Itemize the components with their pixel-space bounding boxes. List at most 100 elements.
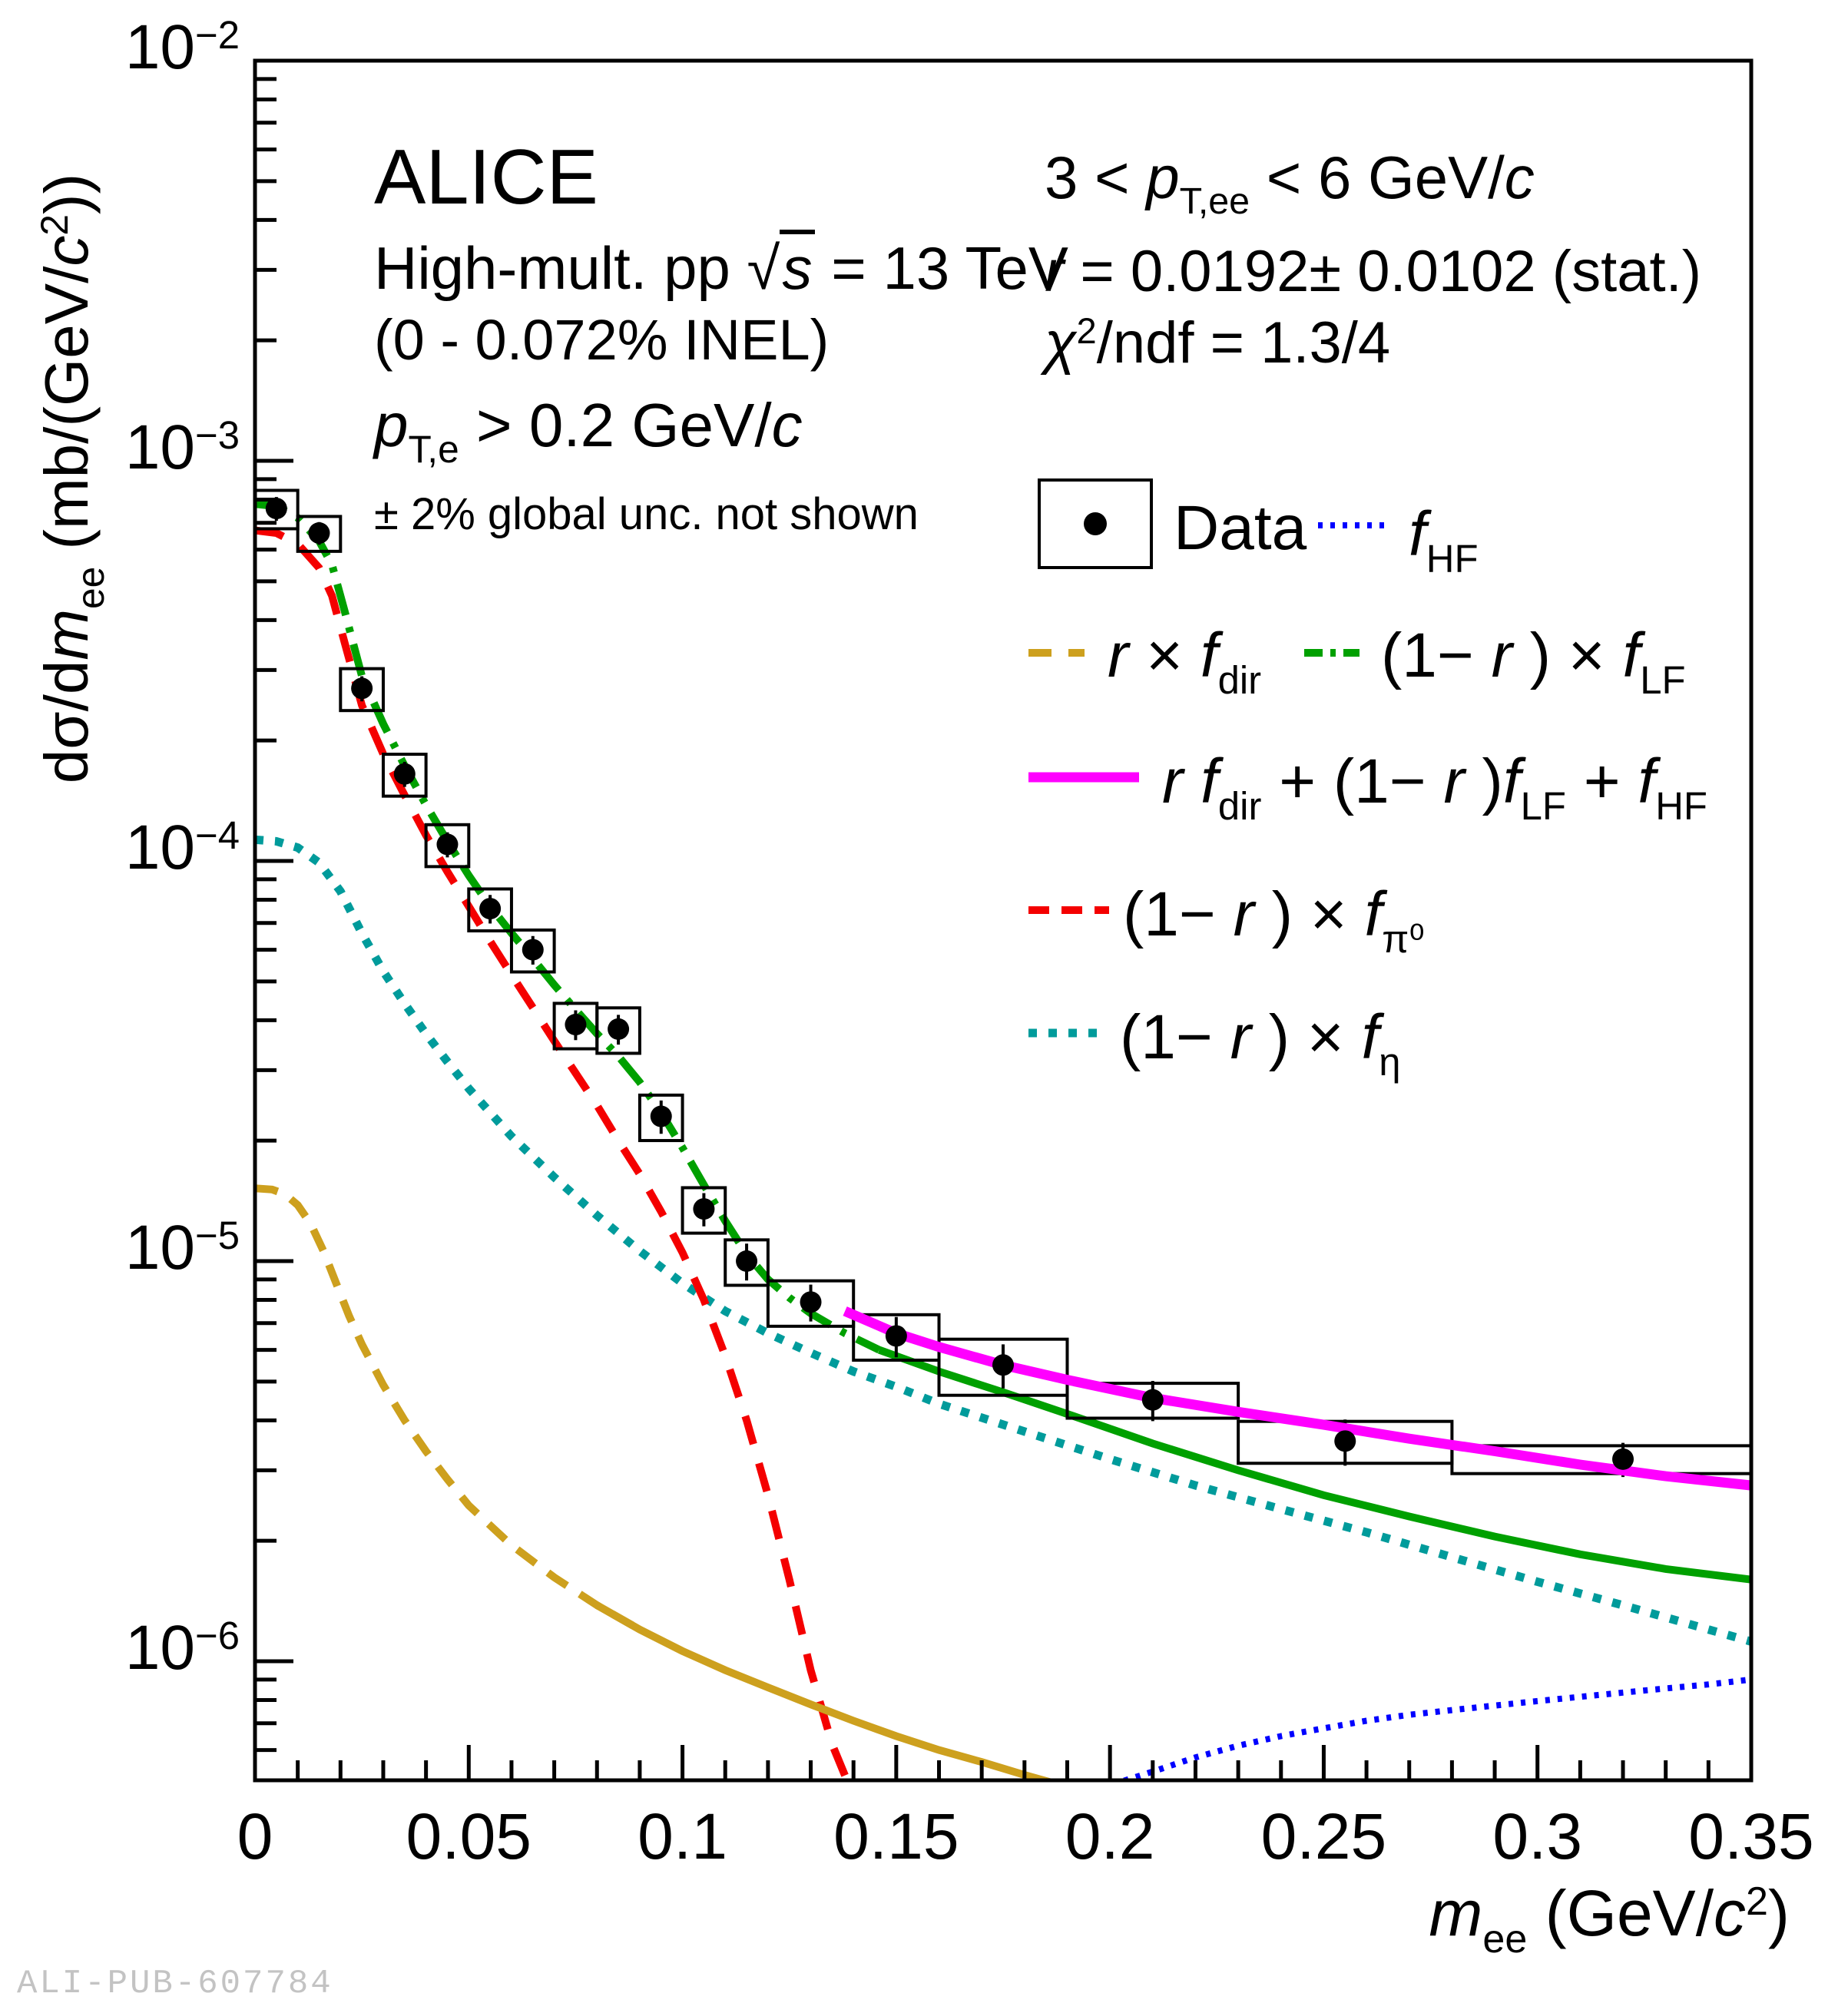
- text-segment: T,ee: [1179, 180, 1250, 222]
- data-point: [736, 1250, 758, 1272]
- y-tick-label: 10−5: [9, 1212, 240, 1284]
- text-segment: r: [1108, 621, 1129, 691]
- plot-frame: [253, 58, 1754, 1783]
- syst-uncertainty-box: [724, 1238, 770, 1287]
- syst-uncertainty-box: [381, 753, 428, 798]
- text-segment: (1−: [1120, 1002, 1230, 1073]
- text-segment: (1−: [1381, 621, 1492, 691]
- legend-1mr-feta-label: (1− r ) × fη: [1120, 1002, 1401, 1083]
- pt-pair-range: 3 < pT,ee < 6 GeV/c: [1045, 143, 1535, 222]
- text-segment: ): [1768, 1876, 1790, 1949]
- text-segment: ) ×: [1254, 879, 1365, 950]
- text-segment: m: [32, 609, 101, 661]
- text-segment: (0 - 0.072% INEL): [374, 308, 830, 372]
- text-segment: = 0.0192± 0.0102 (stat.): [1064, 238, 1702, 304]
- text-segment: = 13 TeV: [814, 233, 1068, 302]
- text-segment: f: [1361, 1002, 1379, 1073]
- data-point: [885, 1325, 907, 1347]
- event-class: (0 - 0.072% INEL): [374, 307, 829, 372]
- text-segment: LF: [1520, 783, 1566, 828]
- text-segment: c: [771, 391, 803, 460]
- text-segment: c: [32, 235, 101, 267]
- data-point: [992, 1354, 1014, 1376]
- text-segment: /ndf = 1.3/4: [1096, 310, 1391, 376]
- data-point: [693, 1198, 715, 1220]
- legend-data-label: Data: [1174, 492, 1307, 565]
- text-segment: High-mult. pp: [374, 233, 747, 302]
- text-segment: (1−: [1123, 879, 1234, 950]
- text-segment: r: [1233, 879, 1254, 950]
- text-segment: r: [1162, 747, 1184, 817]
- pt-electron-cut: pT,e > 0.2 GeV/c: [374, 390, 803, 472]
- global-uncertainty-note: ± 2% global unc. not shown: [374, 488, 919, 540]
- data-marker-layer: [265, 498, 1634, 1470]
- text-segment: ): [1464, 747, 1503, 817]
- fit-sum-layer: [843, 1306, 1751, 1491]
- y-tick-exponent: −5: [195, 1213, 240, 1257]
- text-segment: T,e: [408, 428, 459, 472]
- text-segment: ) ×: [1512, 621, 1623, 691]
- text-segment: ± 2% global unc. not shown: [374, 489, 919, 540]
- text-segment: r: [1443, 747, 1465, 817]
- axes-layer: [253, 58, 1754, 1783]
- y-tick-exponent: −4: [195, 813, 240, 857]
- data-point: [522, 939, 544, 961]
- legend-sum-label: r fdir + (1− r )fLF + fHF: [1162, 746, 1707, 828]
- x-tick-label: 0.15: [833, 1799, 959, 1872]
- y-tick-label: 10−2: [9, 12, 240, 84]
- data-point: [479, 898, 502, 920]
- text-segment: d: [32, 749, 101, 784]
- series-f-hf: [1115, 1676, 1751, 1780]
- text-segment: f: [1638, 747, 1656, 817]
- syst-uncertainty-box: [467, 887, 513, 933]
- text-segment: f: [1200, 621, 1218, 691]
- text-segment: HF: [1655, 783, 1707, 828]
- series--1-r-x-f-lf: [877, 1346, 1751, 1584]
- x-tick-label: 0.05: [406, 1799, 532, 1872]
- y-tick-base: 10: [124, 1213, 196, 1283]
- x-tick-label: 0.2: [1065, 1799, 1155, 1872]
- data-point: [308, 522, 330, 545]
- text-segment: dir: [1217, 657, 1262, 702]
- x-tick-label: 0.3: [1492, 1799, 1583, 1872]
- text-segment: 2: [1076, 310, 1097, 352]
- syst-uncertainty-box: [638, 1093, 684, 1143]
- legend-1mr-fpi0-label: (1− r ) × fπ⁰: [1123, 879, 1425, 960]
- x-tick-label: 0.1: [638, 1799, 727, 1872]
- text-segment: m: [1429, 1876, 1483, 1949]
- text-segment: f: [1622, 621, 1641, 691]
- text-segment: + (1−: [1261, 747, 1444, 817]
- text-segment: f: [1409, 499, 1426, 570]
- text-segment: χ: [1045, 310, 1077, 376]
- syst-uncertainty-box: [424, 823, 471, 869]
- text-segment: ) ×: [1250, 1002, 1362, 1073]
- text-segment: c: [1504, 143, 1535, 211]
- series--1-r-x-f-lf: [255, 500, 881, 1354]
- series-r-x-f-dir: [255, 1184, 642, 1634]
- fit-result-r: r = 0.0192± 0.0102 (stat.): [1045, 238, 1701, 305]
- text-segment: ee: [68, 566, 112, 609]
- text-segment: 3 <: [1045, 143, 1147, 211]
- text-segment: ee: [1482, 1916, 1528, 1962]
- text-segment: LF: [1640, 657, 1686, 702]
- y-tick-base: 10: [124, 1613, 196, 1684]
- curves-layer: [255, 500, 1751, 1780]
- text-segment: > 0.2 GeV/: [459, 391, 772, 460]
- series--1-r-x-f-pi0: [255, 526, 852, 1780]
- text-segment: f: [1364, 879, 1383, 950]
- data-point: [351, 677, 373, 700]
- text-segment: ALICE: [374, 134, 598, 221]
- x-tick-label: 0.35: [1688, 1799, 1814, 1872]
- text-segment: p: [374, 391, 409, 460]
- legend-fhf-label: fHF: [1409, 498, 1479, 580]
- series-r-f-dir-1-r-f-lf-f-hf: [843, 1306, 1751, 1491]
- text-segment: Data: [1174, 493, 1307, 564]
- syst-uncertainty-box: [296, 515, 343, 553]
- text-segment: f: [1502, 747, 1521, 817]
- text-segment: 2: [33, 214, 77, 236]
- data-point: [1141, 1389, 1164, 1411]
- watermark: ALI-PUB-607784: [17, 1965, 333, 2003]
- legend-1mr-flf-label: (1− r ) × fLF: [1381, 620, 1686, 702]
- y-tick-label: 10−3: [9, 412, 240, 484]
